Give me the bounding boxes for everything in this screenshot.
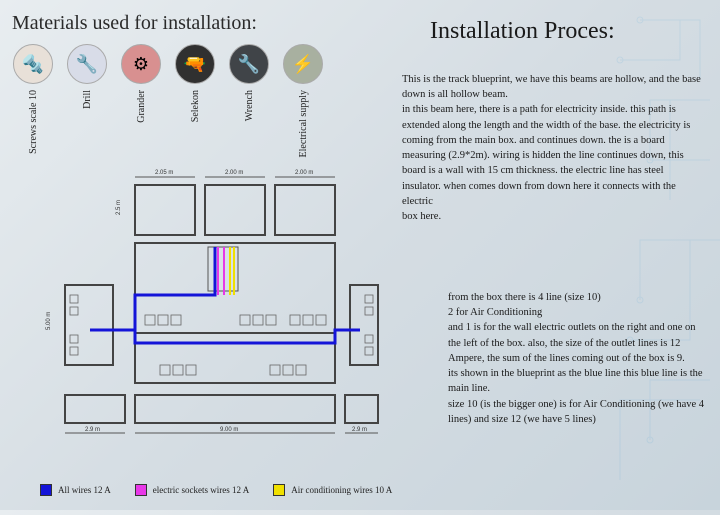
material-label: Screws scale 10 xyxy=(28,90,39,154)
legend: All wires 12 A electric sockets wires 12 … xyxy=(40,484,392,496)
material-icon: ⚡ xyxy=(283,44,323,84)
material-item: ⚡ Electrical supply xyxy=(282,44,324,157)
svg-text:9.00 m: 9.00 m xyxy=(220,427,238,433)
material-label: Wrench xyxy=(244,90,255,121)
svg-text:2.5 m: 2.5 m xyxy=(116,200,122,215)
legend-swatch xyxy=(273,484,285,496)
blueprint-diagram: 2.05 m 2.00 m 2.00 m 2.5 m 5.00 m xyxy=(40,165,380,435)
legend-text: All wires 12 A xyxy=(58,485,111,495)
svg-text:5.00 m: 5.00 m xyxy=(46,312,52,330)
svg-text:2.00 m: 2.00 m xyxy=(225,170,243,176)
svg-text:2.9 m: 2.9 m xyxy=(352,427,367,433)
materials-title: Materials used for installation: xyxy=(12,12,257,35)
material-label: Electrical supply xyxy=(298,90,309,157)
legend-item: Air conditioning wires 10 A xyxy=(273,484,392,496)
svg-text:2.05 m: 2.05 m xyxy=(155,170,173,176)
material-icon: 🔩 xyxy=(13,44,53,84)
materials-row: 🔩 Screws scale 10 🔧 Drill ⚙ Grander 🔫 Selekon 🔧 W… xyxy=(12,44,324,157)
process-paragraph-2: from the box there is 4 line (size 10)2 … xyxy=(448,290,708,427)
legend-text: electric sockets wires 12 A xyxy=(153,485,249,495)
material-item: 🔩 Screws scale 10 xyxy=(12,44,54,157)
legend-swatch xyxy=(135,484,147,496)
material-label: Selekon xyxy=(190,90,201,122)
process-title: Installation Proces: xyxy=(430,18,615,45)
material-item: ⚙ Grander xyxy=(120,44,162,157)
material-icon: 🔧 xyxy=(67,44,107,84)
process-paragraph-1: This is the track blueprint, we have thi… xyxy=(402,72,702,224)
material-label: Grander xyxy=(136,90,147,123)
material-label: Drill xyxy=(82,90,93,109)
legend-item: electric sockets wires 12 A xyxy=(135,484,249,496)
legend-text: Air conditioning wires 10 A xyxy=(291,485,392,495)
legend-item: All wires 12 A xyxy=(40,484,111,496)
legend-swatch xyxy=(40,484,52,496)
material-item: 🔧 Wrench xyxy=(228,44,270,157)
material-icon: ⚙ xyxy=(121,44,161,84)
material-icon: 🔫 xyxy=(175,44,215,84)
svg-text:2.9 m: 2.9 m xyxy=(85,427,100,433)
material-icon: 🔧 xyxy=(229,44,269,84)
material-item: 🔫 Selekon xyxy=(174,44,216,157)
material-item: 🔧 Drill xyxy=(66,44,108,157)
svg-text:2.00 m: 2.00 m xyxy=(295,170,313,176)
